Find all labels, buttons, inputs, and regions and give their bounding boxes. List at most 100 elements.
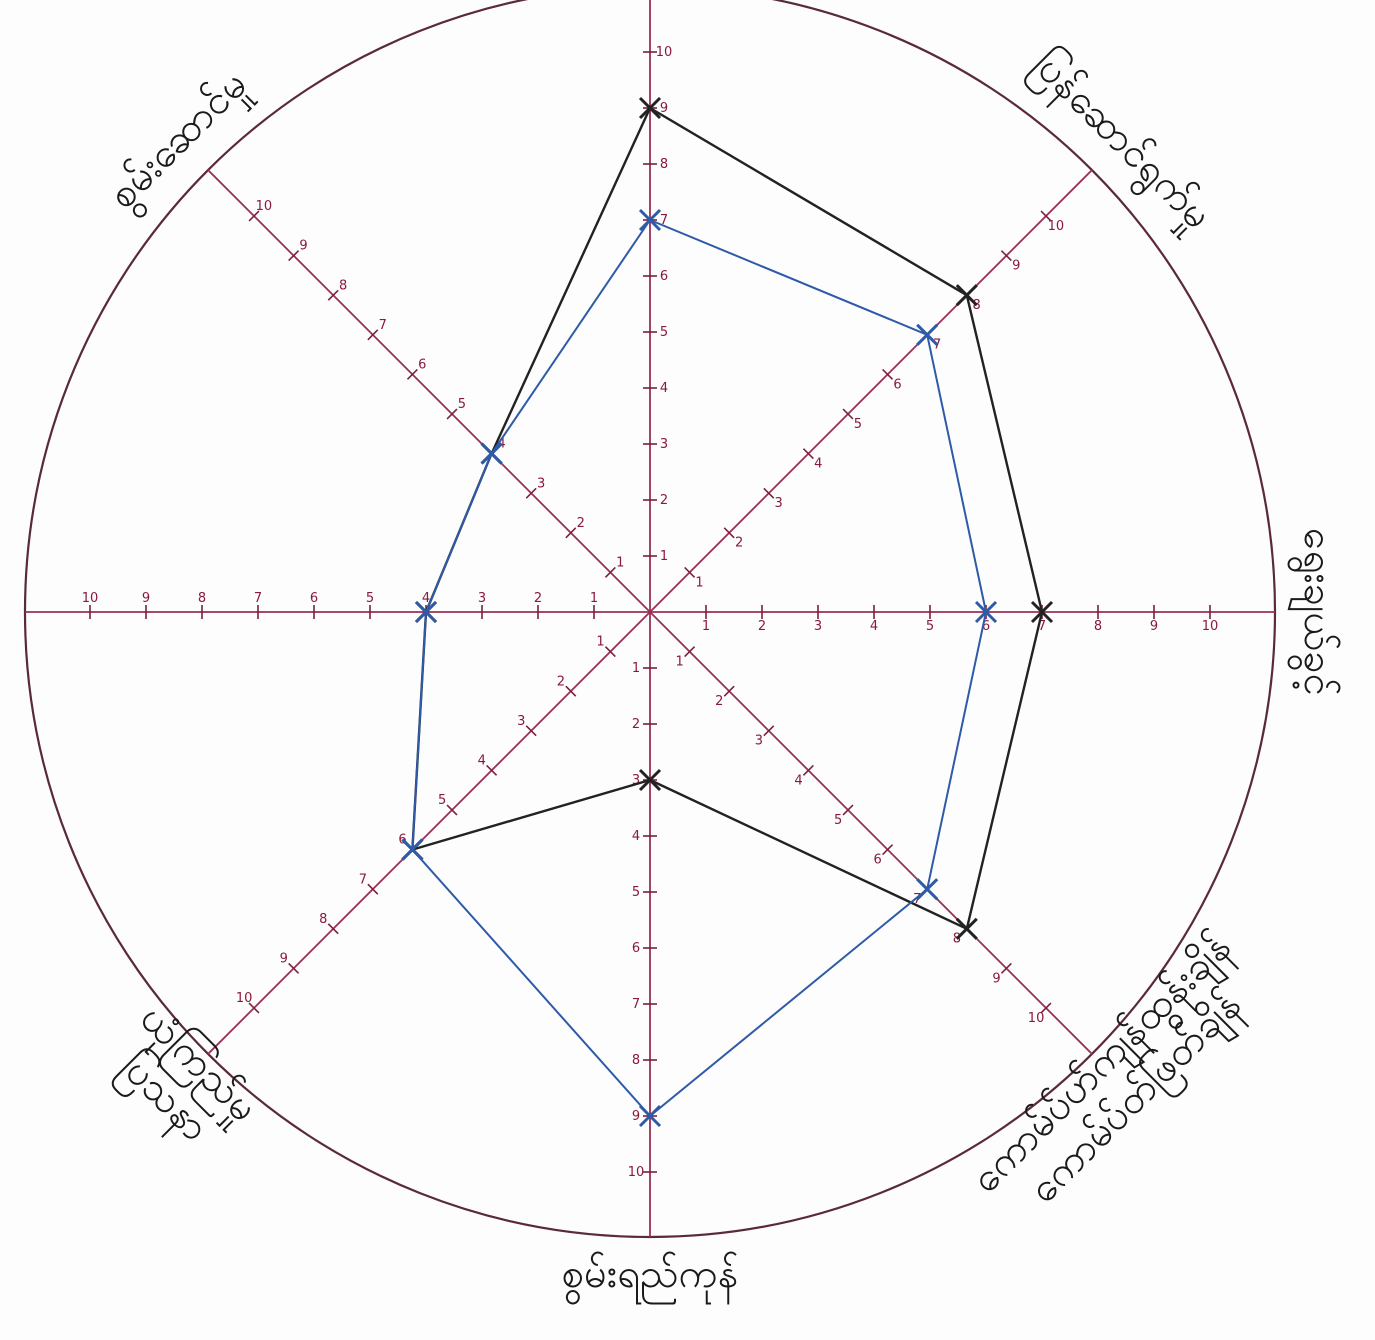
tick-label: 9 [632, 1109, 640, 1124]
tick-label: 10 [256, 199, 273, 214]
axis-tick [565, 685, 577, 697]
tick-label: 5 [438, 793, 446, 808]
axis-tick [1040, 210, 1052, 222]
tick-label: 3 [478, 591, 486, 606]
tick-label: 3 [814, 619, 822, 634]
tick-label: 4 [660, 381, 668, 396]
tick-label: 3 [775, 496, 783, 511]
tick-label: 10 [1202, 619, 1219, 634]
tick-label: 7 [913, 892, 921, 907]
tick-label: 2 [632, 717, 640, 732]
axis-tick [248, 1002, 260, 1014]
data-point [414, 600, 438, 624]
axis-tick [248, 210, 260, 222]
tick-label: 7 [660, 213, 668, 228]
tick-label: 9 [142, 591, 150, 606]
axis-line [207, 169, 651, 613]
tick-label: 1 [660, 549, 668, 564]
axis-label: စွမ်းရည်ကုန် [562, 1251, 739, 1305]
axis-tick [446, 804, 458, 816]
radar-series [401, 96, 1054, 1128]
tick-label: 8 [973, 298, 981, 313]
axis-tick [327, 289, 339, 301]
data-point [955, 284, 978, 307]
tick-label: 7 [632, 997, 640, 1012]
axis-tick [525, 487, 537, 499]
tick-label: 4 [870, 619, 878, 634]
tick-label: 5 [854, 417, 862, 432]
tick-label: 2 [577, 516, 585, 531]
tick-label: 9 [992, 971, 1000, 986]
tick-label: 6 [418, 358, 426, 373]
tick-label: 3 [632, 773, 640, 788]
tick-label: 7 [379, 318, 387, 333]
axis-tick [684, 566, 696, 578]
tick-label: 6 [632, 941, 640, 956]
tick-label: 9 [299, 239, 307, 254]
series-polygon-2 [411, 219, 987, 1117]
axis-tick [565, 527, 577, 539]
axis-line [207, 611, 651, 1055]
data-point [638, 768, 662, 792]
tick-label: 8 [339, 278, 347, 293]
tick-label: 1 [676, 654, 684, 669]
data-point [480, 442, 503, 465]
data-point [916, 323, 939, 346]
tick-label: 2 [758, 619, 766, 634]
data-point [401, 838, 424, 861]
tick-label: 1 [596, 635, 604, 650]
tick-label: 10 [236, 991, 253, 1006]
tick-label: 1 [695, 575, 703, 590]
data-point [955, 917, 978, 940]
tick-label: 7 [1038, 619, 1046, 634]
axis-tick [288, 962, 300, 974]
axis-line [649, 169, 1093, 613]
tick-label: 5 [926, 619, 934, 634]
tick-label: 7 [254, 591, 262, 606]
tick-label: 6 [310, 591, 318, 606]
tick-label: 1 [632, 661, 640, 676]
tick-label: 8 [319, 912, 327, 927]
tick-label: 8 [660, 157, 668, 172]
axis-tick [882, 368, 894, 380]
tick-label: 8 [953, 932, 961, 947]
data-point [1030, 600, 1054, 624]
tick-label: 3 [517, 714, 525, 729]
tick-label: 10 [82, 591, 99, 606]
tick-label: 9 [280, 951, 288, 966]
tick-label: 5 [834, 813, 842, 828]
axis-tick [842, 804, 854, 816]
data-point [974, 600, 998, 624]
axis-tick [288, 250, 300, 262]
data-point [638, 1104, 662, 1128]
axis-tick [604, 646, 616, 658]
tick-label: 1 [616, 556, 624, 571]
axis-tick [763, 725, 775, 737]
tick-label: 4 [478, 753, 486, 768]
tick-label: 1 [702, 619, 710, 634]
tick-label: 7 [933, 338, 941, 353]
tick-label: 6 [893, 377, 901, 392]
axis-label: ရွေးချယ်ခွင့် [1287, 528, 1341, 696]
axis-tick [327, 923, 339, 935]
tick-label: 5 [458, 397, 466, 412]
tick-label: 1 [590, 591, 598, 606]
tick-label: 4 [814, 457, 822, 472]
axis-tick [406, 368, 418, 380]
tick-label: 10 [1048, 219, 1065, 234]
axis-tick [446, 408, 458, 420]
axis-tick [802, 764, 814, 776]
tick-label: 8 [198, 591, 206, 606]
tick-label: 10 [656, 45, 673, 60]
tick-label: 10 [628, 1165, 645, 1180]
axis-tick [684, 646, 696, 658]
axis-tick [1040, 1002, 1052, 1014]
tick-label: 3 [660, 437, 668, 452]
axis-tick [842, 408, 854, 420]
radar-ticks: 1 2 3 4 5 6 7 8 9 10 1 2 3 4 5 6 7 8 9 10 1 2 3 4 5 6 7 8 9 10 1 2 3 4 5 6 7… [82, 45, 1219, 1180]
radar-axes [25, 0, 1275, 1237]
tick-label: 5 [366, 591, 374, 606]
tick-label: 2 [534, 591, 542, 606]
